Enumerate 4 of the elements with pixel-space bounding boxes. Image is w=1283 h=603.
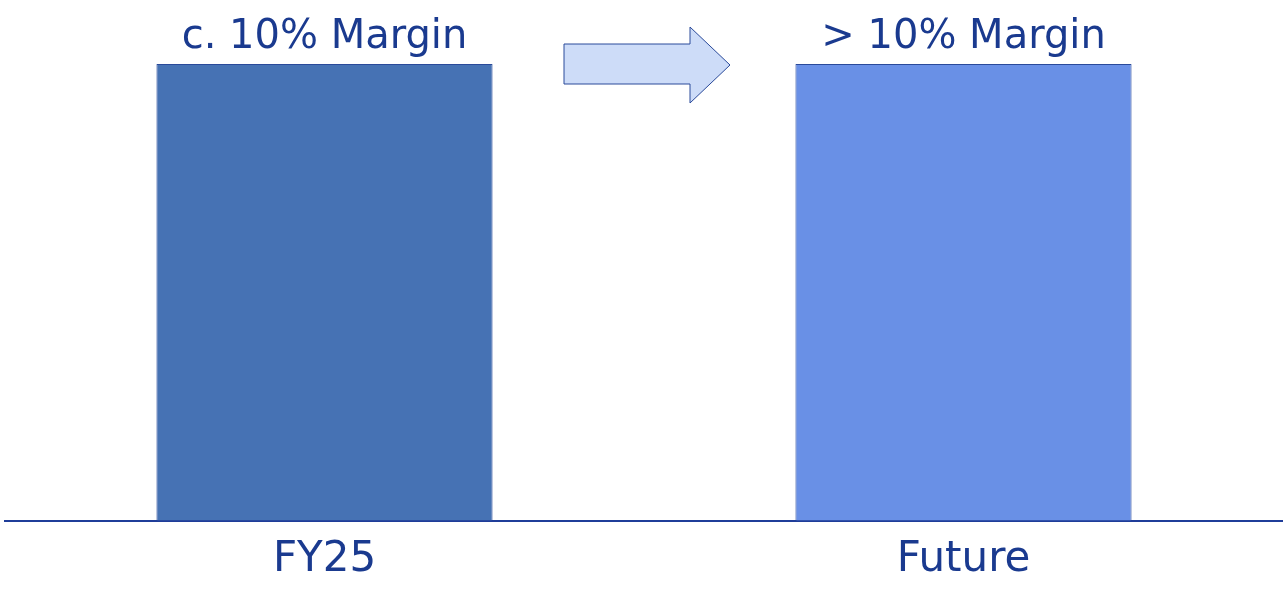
data-label: > 10% Margin [821, 11, 1106, 58]
x-tick-label: Future [896, 531, 1031, 581]
x-tick-label: FY25 [272, 531, 377, 581]
data-label: c. 10% Margin [181, 11, 468, 58]
